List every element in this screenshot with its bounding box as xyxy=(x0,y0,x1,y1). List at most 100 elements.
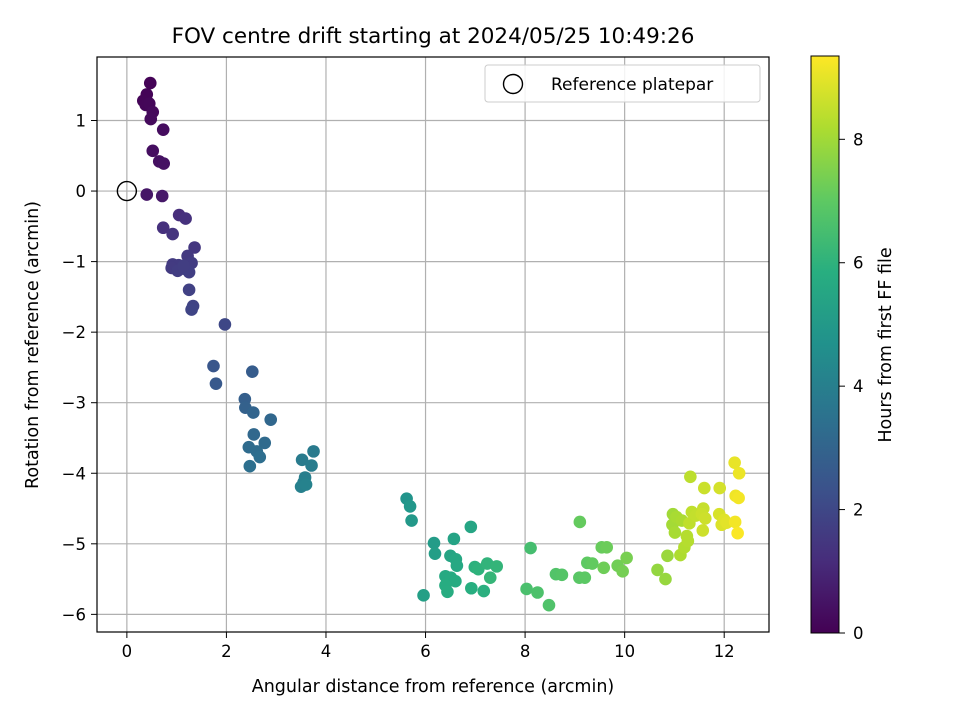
data-points xyxy=(136,76,746,612)
colorbar-label: Hours from first FF file xyxy=(876,247,896,442)
data-point xyxy=(447,532,461,546)
data-point xyxy=(177,259,190,273)
plot-frame xyxy=(96,56,770,633)
y-tick-label: −4 xyxy=(62,464,86,483)
data-point xyxy=(449,574,462,588)
colorbar-gradient xyxy=(810,55,840,634)
data-point xyxy=(247,428,261,441)
legend-entry-reference: Reference platepar xyxy=(551,75,713,95)
legend: Reference platepar xyxy=(484,64,761,103)
x-axis-ticks: 0 2 4 6 8 10 12 xyxy=(122,632,735,661)
data-point xyxy=(661,549,674,563)
data-point xyxy=(405,514,418,527)
data-point xyxy=(464,520,478,534)
data-point xyxy=(668,526,682,539)
data-point xyxy=(732,491,745,505)
data-point xyxy=(307,445,320,458)
legend-reference-marker xyxy=(502,73,524,95)
data-point xyxy=(258,436,272,450)
data-point xyxy=(697,481,711,495)
data-point xyxy=(185,303,198,316)
x-tick-label: 8 xyxy=(520,642,531,661)
legend-box xyxy=(484,64,761,103)
data-point xyxy=(166,227,179,241)
reference-marker xyxy=(116,180,138,202)
data-point xyxy=(659,572,672,586)
data-point xyxy=(555,568,569,582)
colorbar-tick-label: 8 xyxy=(853,130,864,149)
colorbar-tick-label: 0 xyxy=(853,624,864,643)
x-tick-label: 4 xyxy=(321,642,332,661)
data-point xyxy=(156,221,170,235)
data-point xyxy=(490,560,504,573)
data-point xyxy=(483,571,497,584)
y-tick-label: 1 xyxy=(76,111,87,130)
data-point xyxy=(713,481,727,495)
data-point xyxy=(299,478,313,491)
data-point xyxy=(188,241,201,254)
data-point xyxy=(681,534,695,548)
data-point xyxy=(207,359,220,373)
y-tick-label: −5 xyxy=(62,535,86,554)
data-point xyxy=(477,584,491,598)
data-point xyxy=(427,536,441,550)
data-point xyxy=(651,563,664,577)
data-point xyxy=(728,456,741,469)
data-point xyxy=(585,557,599,570)
data-point xyxy=(698,512,712,525)
data-point xyxy=(732,466,746,480)
data-point xyxy=(246,365,259,378)
grid-lines xyxy=(97,57,769,632)
colorbar-ticks: 0 2 4 6 8 xyxy=(839,130,864,643)
y-tick-label: −3 xyxy=(62,394,86,413)
data-point xyxy=(465,581,478,595)
data-point xyxy=(578,571,592,584)
data-point xyxy=(305,459,318,472)
data-point xyxy=(144,112,158,126)
x-tick-label: 12 xyxy=(714,642,735,661)
data-point xyxy=(696,524,710,537)
data-point xyxy=(218,318,232,331)
colorbar: 0 2 4 6 8 Hours from first FF file xyxy=(810,55,896,643)
data-point xyxy=(600,541,614,554)
data-point xyxy=(524,541,537,555)
data-point xyxy=(143,76,157,90)
data-point xyxy=(403,500,417,513)
data-point xyxy=(450,559,464,572)
data-point xyxy=(573,515,587,529)
chart-title: FOV centre drift starting at 2024/05/25 … xyxy=(172,24,695,49)
colorbar-tick-label: 4 xyxy=(853,377,864,396)
y-tick-label: −6 xyxy=(62,605,86,624)
data-point xyxy=(264,413,278,426)
data-point xyxy=(441,585,454,599)
data-point xyxy=(531,586,544,599)
data-point xyxy=(156,123,170,136)
x-tick-label: 2 xyxy=(221,642,232,661)
data-point xyxy=(146,144,160,158)
y-axis-label: Rotation from reference (arcmin) xyxy=(23,201,43,489)
reference-platepar-marker xyxy=(116,180,138,202)
y-axis-ticks: −6 −5 −4 −3 −2 −1 0 1 xyxy=(62,111,97,624)
colorbar-tick-label: 2 xyxy=(853,501,864,520)
x-tick-label: 0 xyxy=(122,642,133,661)
data-point xyxy=(471,562,485,576)
data-point xyxy=(417,589,430,602)
data-point xyxy=(684,470,697,484)
data-point xyxy=(179,212,192,225)
data-point xyxy=(157,157,171,170)
data-point xyxy=(728,515,742,529)
colorbar-tick-label: 6 xyxy=(853,254,864,273)
y-tick-label: −1 xyxy=(62,253,86,272)
data-point xyxy=(542,598,556,612)
x-tick-label: 10 xyxy=(614,642,635,661)
data-point xyxy=(295,453,309,467)
data-point xyxy=(597,561,611,575)
data-point xyxy=(253,450,267,464)
data-point xyxy=(182,283,196,297)
x-axis-label: Angular distance from reference (arcmin) xyxy=(252,677,615,697)
data-point xyxy=(140,188,154,201)
data-point xyxy=(520,582,533,596)
y-tick-label: 0 xyxy=(76,182,87,201)
data-point xyxy=(243,459,257,473)
